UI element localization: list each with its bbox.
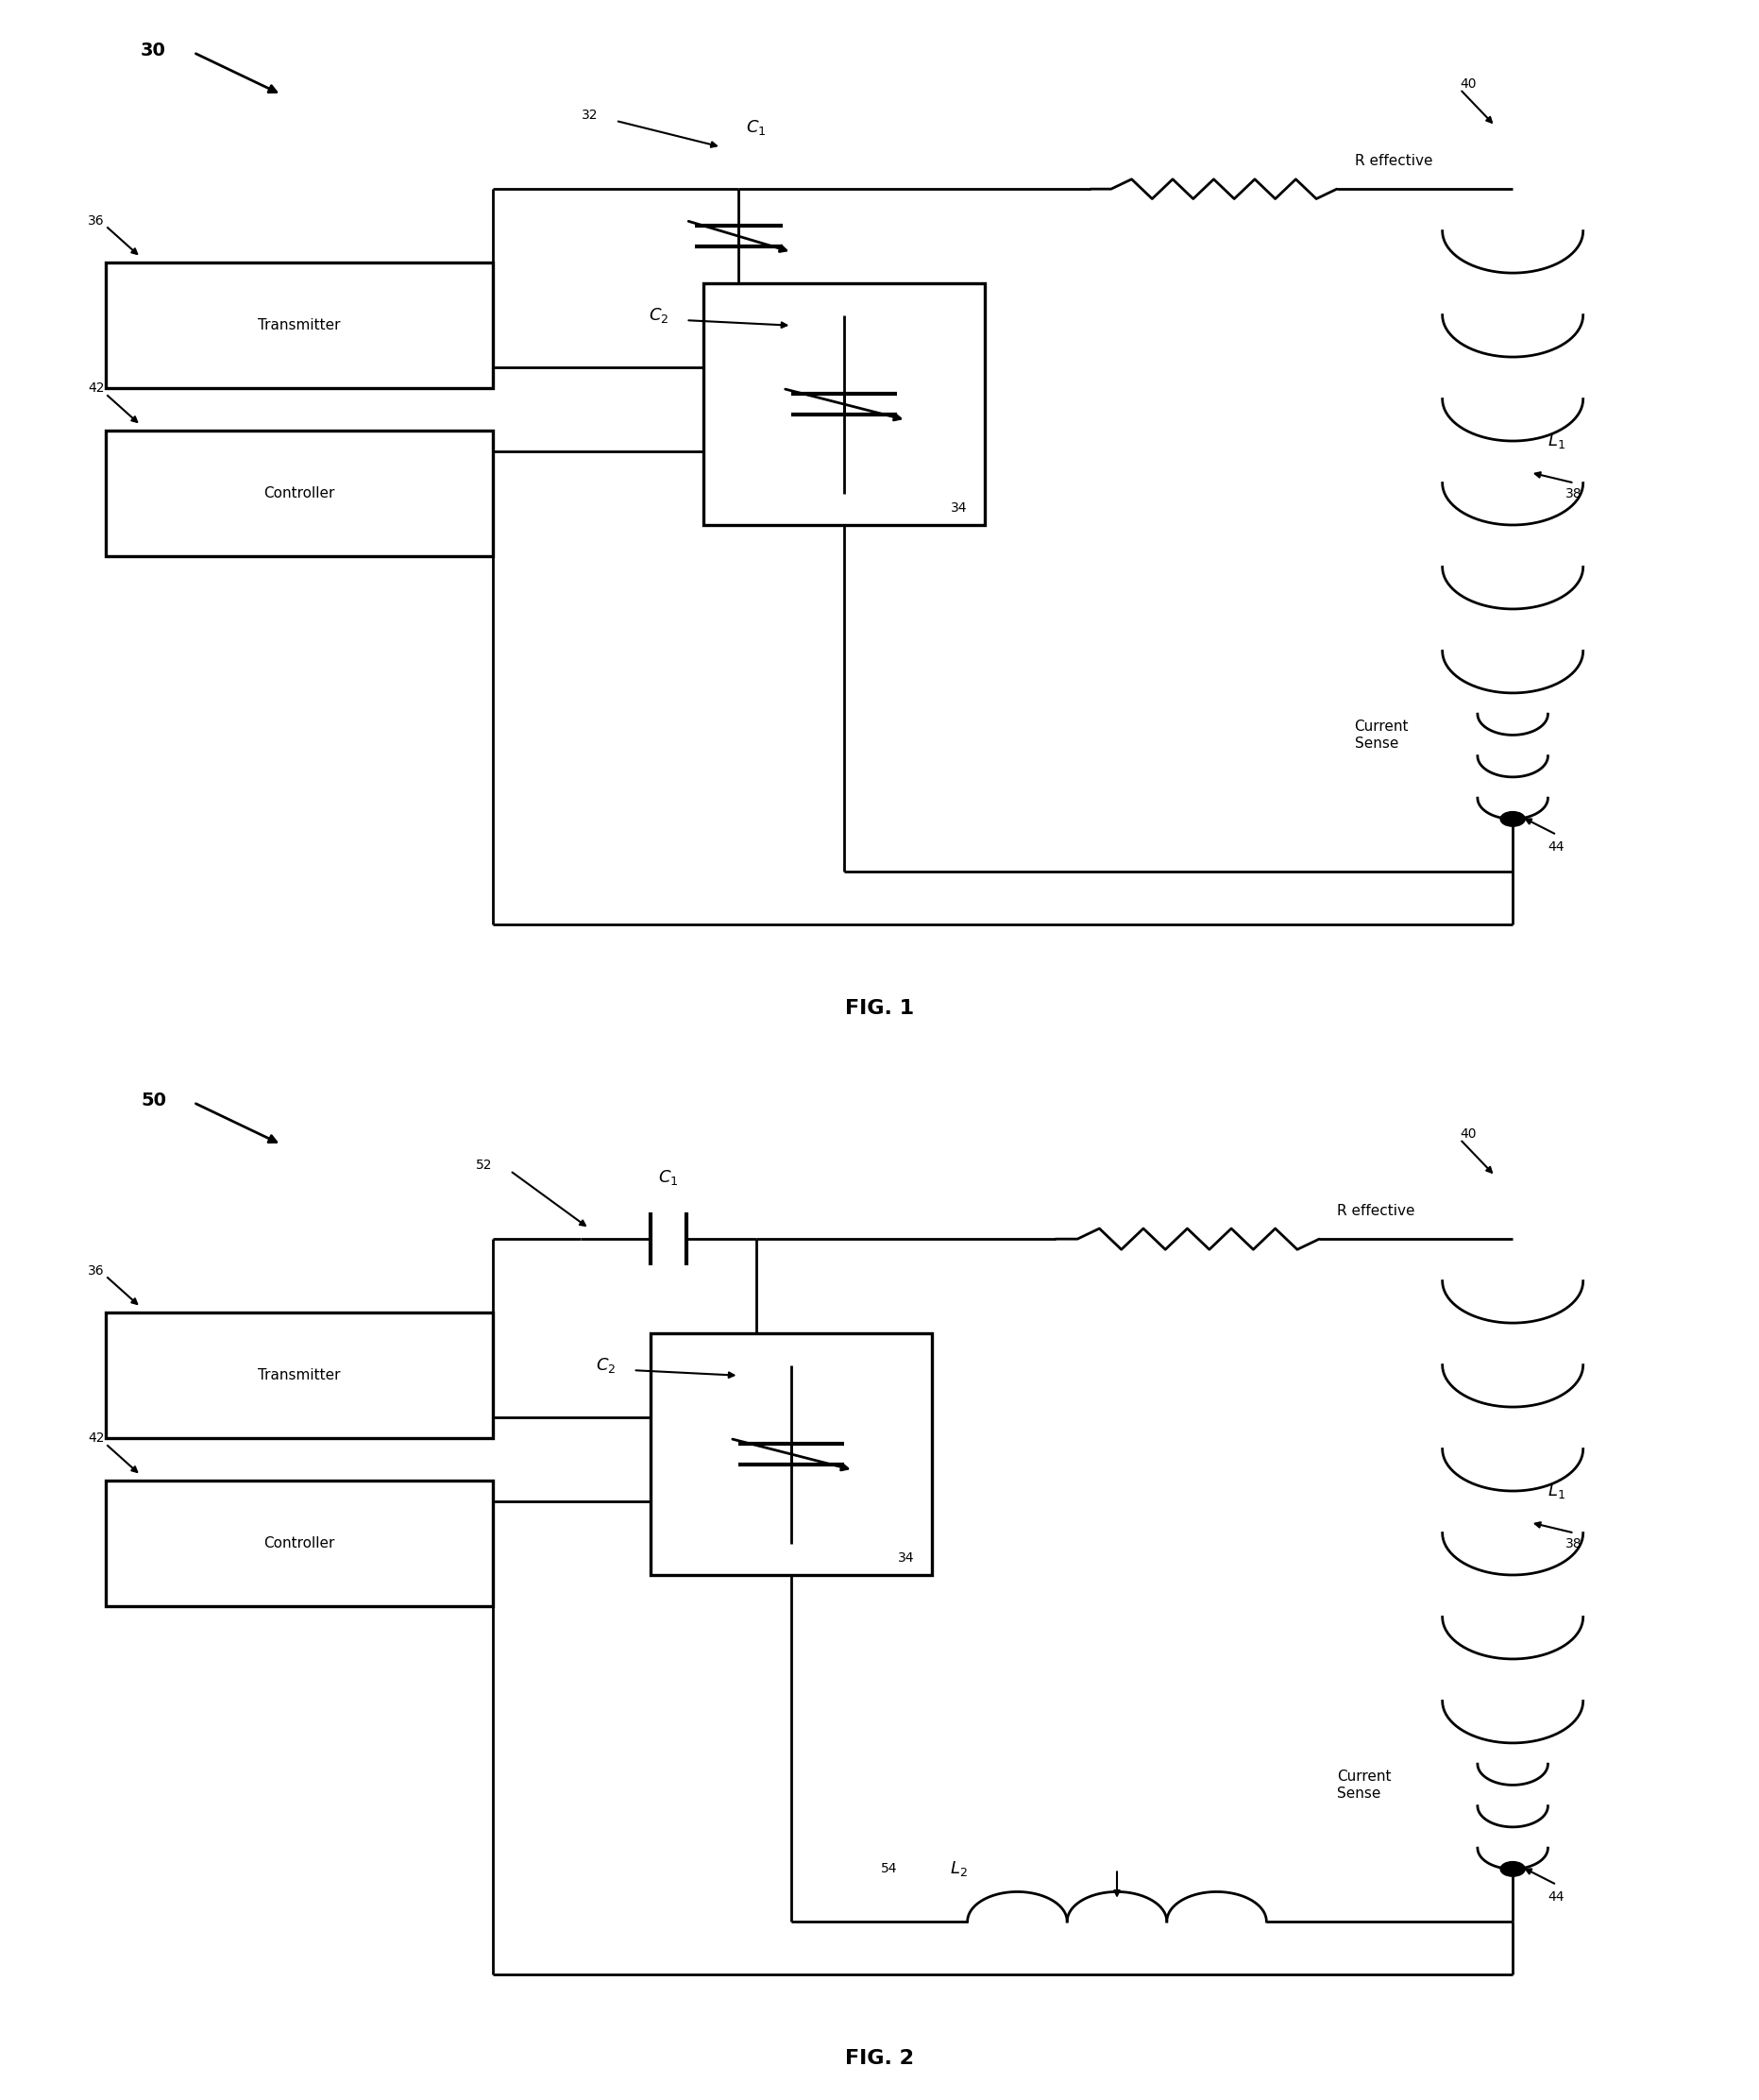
Bar: [704, 284, 985, 525]
Bar: [106, 262, 493, 388]
Text: 42: 42: [88, 382, 104, 395]
Text: $C_2$: $C_2$: [649, 307, 668, 323]
Text: $L_1$: $L_1$: [1548, 433, 1566, 449]
Text: 38: 38: [1566, 1537, 1581, 1550]
Text: Transmitter: Transmitter: [259, 319, 339, 332]
Bar: [106, 1480, 493, 1606]
Text: 38: 38: [1566, 487, 1581, 500]
Text: 40: 40: [1460, 78, 1476, 90]
Text: 40: 40: [1460, 1128, 1476, 1140]
Text: Current
Sense: Current Sense: [1337, 1768, 1391, 1802]
Text: R effective: R effective: [1337, 1203, 1414, 1218]
Text: 32: 32: [582, 109, 598, 122]
Text: Current
Sense: Current Sense: [1354, 718, 1409, 752]
Text: FIG. 2: FIG. 2: [844, 2050, 915, 2066]
Text: 36: 36: [88, 214, 104, 227]
Bar: [106, 430, 493, 556]
Text: 42: 42: [88, 1432, 104, 1445]
Bar: [106, 1312, 493, 1438]
Text: Controller: Controller: [264, 1537, 334, 1550]
Text: $C_1$: $C_1$: [746, 118, 767, 136]
Circle shape: [1500, 811, 1525, 825]
Text: $L_2$: $L_2$: [950, 1861, 967, 1877]
Text: $C_2$: $C_2$: [596, 1357, 616, 1373]
Text: Transmitter: Transmitter: [259, 1369, 339, 1382]
Circle shape: [1500, 1861, 1525, 1877]
Text: 36: 36: [88, 1264, 104, 1277]
Text: Controller: Controller: [264, 487, 334, 500]
Text: FIG. 1: FIG. 1: [844, 1000, 915, 1016]
Text: 30: 30: [141, 42, 165, 61]
Text: $C_1$: $C_1$: [658, 1168, 679, 1186]
Text: 52: 52: [477, 1159, 493, 1172]
Text: 50: 50: [141, 1092, 165, 1111]
Text: 54: 54: [881, 1863, 897, 1875]
Text: 34: 34: [899, 1552, 915, 1565]
Text: 34: 34: [952, 502, 967, 514]
Text: 44: 44: [1548, 1890, 1564, 1903]
Text: 44: 44: [1548, 840, 1564, 853]
Text: $L_1$: $L_1$: [1548, 1483, 1566, 1499]
Text: R effective: R effective: [1354, 153, 1432, 168]
Bar: [651, 1334, 932, 1575]
